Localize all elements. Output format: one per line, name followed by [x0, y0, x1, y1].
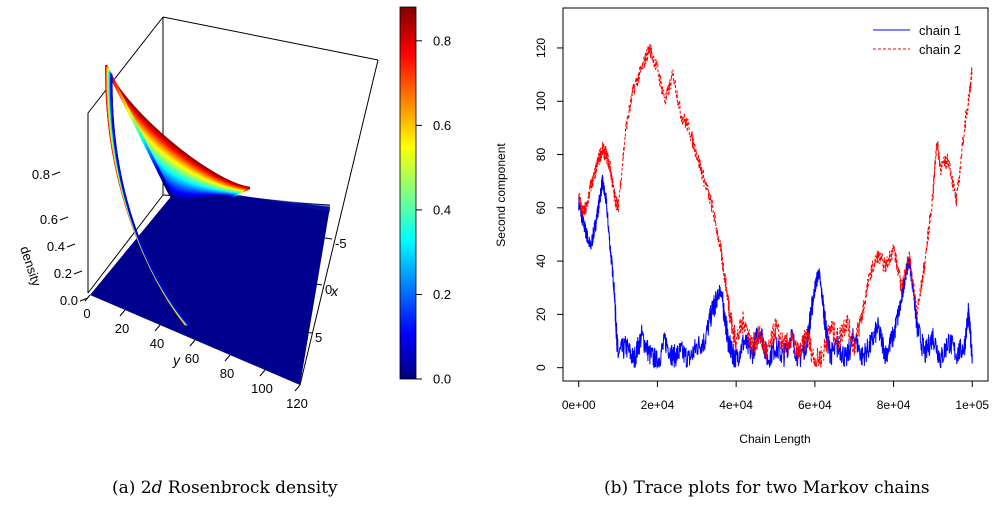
- y-axis-label: y: [172, 352, 181, 368]
- x-tick-label: 6e+04: [798, 398, 832, 412]
- x-axis-ticks: -5 0 5: [304, 236, 347, 345]
- y-tick-label: 40: [150, 336, 164, 351]
- legend-label: chain 2: [919, 42, 961, 57]
- y-tick-label: 80: [220, 366, 234, 381]
- caption-a-suffix: Rosenbrock density: [162, 478, 338, 498]
- x-tick: [304, 331, 313, 334]
- surface-floor: [90, 188, 330, 385]
- x-tick-label: 5: [315, 330, 322, 345]
- y-axis-label: Second component: [494, 143, 508, 247]
- y-tick-label: 20: [534, 307, 548, 321]
- density-ridge: [104, 64, 251, 326]
- colorbar-tick-label: 0.6: [433, 118, 451, 133]
- x-tick: [324, 237, 333, 240]
- x-axis-label: Chain Length: [739, 432, 810, 446]
- x-tick-label: 0: [325, 282, 332, 297]
- colorbar-tick-label: 0.8: [433, 33, 451, 48]
- z-tick: [51, 171, 61, 176]
- x-tick-label: -5: [335, 236, 347, 251]
- z-tick-label: 0.8: [32, 167, 50, 182]
- caption-a-italic: d: [151, 478, 163, 498]
- plot-frame: [562, 7, 989, 382]
- colorbar-tick-label: 0.4: [433, 202, 451, 217]
- colorbar-tick-label: 0.0: [433, 372, 451, 387]
- z-tick-label: 0.0: [60, 293, 78, 308]
- x-axis-label: x: [330, 283, 339, 299]
- y-tick-label: 120: [534, 38, 548, 58]
- y-tick: [259, 369, 266, 377]
- x-tick-label: 4e+04: [719, 398, 753, 412]
- x-tick-label: 8e+04: [877, 398, 911, 412]
- series-line-2: [578, 43, 973, 368]
- legend-label: chain 1: [919, 23, 961, 38]
- y-tick-label: 40: [534, 254, 548, 268]
- y-tick-label: 60: [534, 201, 548, 215]
- caption-a: (a) 2d Rosenbrock density: [112, 478, 338, 498]
- series-line-1: [578, 175, 973, 370]
- colorbar-tick-label: 0.2: [433, 287, 451, 302]
- y-tick-label: 60: [185, 351, 199, 366]
- x-tick-label: 2e+04: [641, 398, 675, 412]
- trace-lines: [578, 43, 973, 370]
- rosenbrock-density-surface-plot: density 0.00.20.40.60.8 020406080100120 …: [17, 6, 451, 411]
- caption-b-text: (b) Trace plots for two Markov chains: [604, 478, 930, 498]
- caption-b: (b) Trace plots for two Markov chains: [604, 478, 930, 498]
- x-tick-label: 0e+00: [562, 398, 596, 412]
- z-tick: [66, 243, 76, 248]
- x-tick: [314, 283, 323, 286]
- y-axis-ticks: 0 20 40 60 80 100 120: [534, 38, 563, 371]
- y-tick-label: 0: [83, 306, 90, 321]
- colorbar-ticks: 0.0 0.2 0.4 0.6 0.8: [416, 33, 451, 387]
- y-tick: [189, 339, 196, 347]
- z-tick-label: 0.6: [40, 212, 58, 227]
- y-tick: [84, 294, 91, 302]
- z-tick-label: 0.4: [47, 239, 65, 254]
- trace-plot: 0e+00 2e+04 4e+04 6e+04 8e+04 1e+05 0 20 40 60 80…: [494, 7, 989, 446]
- ridge-curve: [162, 179, 231, 204]
- x-axis-ticks: 0e+00 2e+04 4e+04 6e+04 8e+04 1e+05: [562, 381, 989, 412]
- y-tick: [154, 324, 161, 332]
- legend: chain 1 chain 2: [873, 23, 961, 57]
- y-tick-label: 0: [534, 364, 548, 371]
- y-tick-label: 100: [251, 381, 273, 396]
- y-tick-label: 20: [115, 321, 129, 336]
- z-tick-label: 0.2: [54, 266, 72, 281]
- ridge-front-curve: [111, 74, 190, 326]
- x-tick-label: 1e+05: [955, 398, 989, 412]
- y-tick: [119, 309, 126, 317]
- y-tick-label: 120: [286, 396, 308, 411]
- y-tick: [294, 384, 301, 392]
- caption-a-prefix: (a) 2: [112, 478, 152, 498]
- y-tick-label: 100: [534, 91, 548, 111]
- z-axis-ticks: 0.0 0.2 0.4 0.6 0.8: [32, 167, 89, 308]
- y-tick: [224, 354, 231, 362]
- z-tick: [59, 216, 69, 221]
- y-axis-ticks: 0 20 40 60 80 100 120: [83, 294, 308, 411]
- y-tick-label: 80: [534, 148, 548, 162]
- colorbar: [399, 6, 417, 380]
- z-tick: [73, 270, 83, 275]
